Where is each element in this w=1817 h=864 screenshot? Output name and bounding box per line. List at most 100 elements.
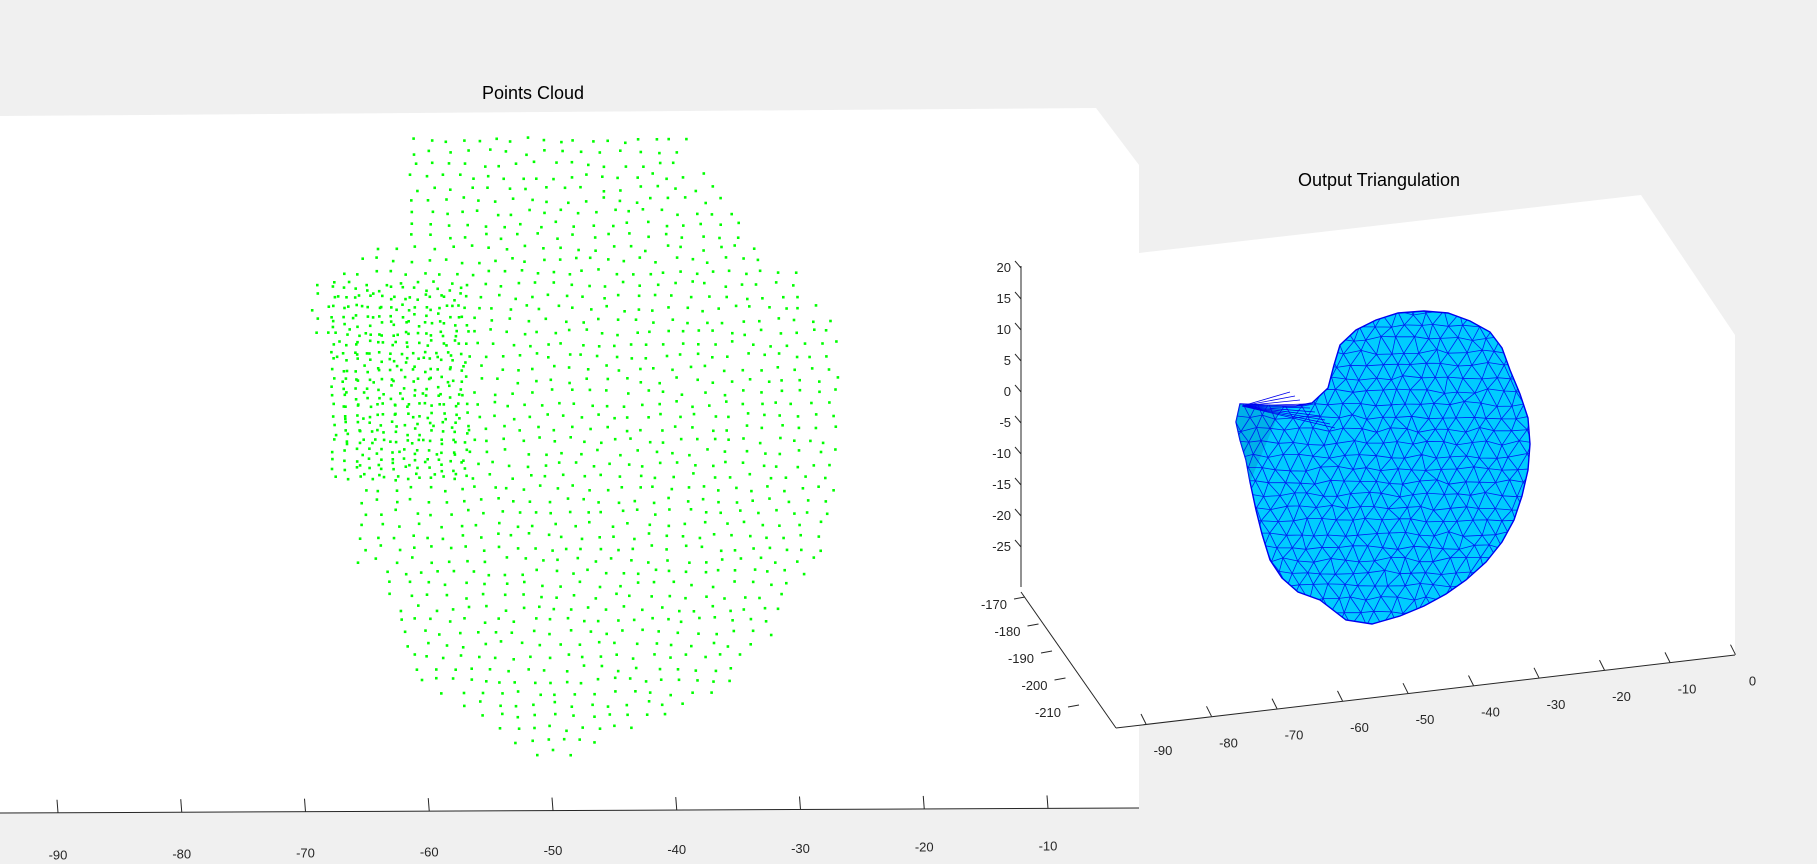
point-marker bbox=[718, 653, 722, 656]
point-marker bbox=[483, 560, 487, 564]
point-marker bbox=[479, 700, 482, 703]
triangulation-z-tick-mark bbox=[1014, 508, 1022, 517]
point-marker bbox=[436, 368, 439, 371]
point-marker bbox=[523, 580, 526, 584]
point-marker bbox=[413, 653, 417, 656]
point-marker bbox=[796, 560, 799, 563]
point-marker bbox=[331, 319, 335, 323]
point-marker bbox=[410, 442, 414, 445]
point-marker bbox=[451, 379, 455, 383]
point-marker bbox=[404, 330, 408, 334]
point-marker bbox=[377, 463, 381, 467]
point-marker bbox=[495, 137, 498, 141]
point-marker bbox=[443, 583, 447, 587]
point-marker bbox=[739, 557, 743, 560]
point-marker bbox=[612, 245, 616, 248]
point-marker bbox=[639, 381, 643, 384]
point-marker bbox=[501, 510, 505, 513]
point-marker bbox=[485, 439, 488, 443]
point-marker bbox=[527, 319, 531, 323]
triangulation-x-tick-mark bbox=[1533, 667, 1540, 679]
point-marker bbox=[711, 381, 715, 384]
point-marker bbox=[389, 297, 393, 301]
point-marker bbox=[455, 329, 458, 333]
point-marker bbox=[592, 140, 595, 143]
points-cloud-x-tick-label: -90 bbox=[49, 848, 68, 863]
point-marker bbox=[518, 429, 521, 432]
point-marker bbox=[382, 393, 385, 396]
point-marker bbox=[798, 388, 802, 392]
point-marker bbox=[463, 162, 467, 165]
point-marker bbox=[413, 617, 416, 620]
point-marker bbox=[592, 465, 596, 468]
point-marker bbox=[473, 438, 477, 442]
point-marker bbox=[678, 609, 681, 613]
point-marker bbox=[430, 404, 433, 407]
point-marker bbox=[426, 458, 429, 461]
point-marker bbox=[678, 353, 682, 356]
point-marker bbox=[731, 619, 734, 622]
point-marker bbox=[542, 559, 545, 562]
point-marker bbox=[423, 401, 427, 405]
point-marker bbox=[531, 198, 534, 202]
point-marker bbox=[430, 429, 433, 432]
point-marker bbox=[619, 149, 622, 152]
point-marker bbox=[471, 186, 474, 189]
point-marker bbox=[487, 246, 490, 249]
point-marker bbox=[719, 196, 722, 200]
point-marker bbox=[360, 304, 364, 308]
point-marker bbox=[423, 321, 427, 324]
point-marker bbox=[727, 269, 731, 273]
point-marker bbox=[435, 351, 438, 355]
point-marker bbox=[625, 703, 629, 707]
point-marker bbox=[681, 329, 685, 333]
point-marker bbox=[619, 584, 622, 588]
point-marker bbox=[765, 536, 768, 540]
point-marker bbox=[647, 220, 650, 224]
point-marker bbox=[641, 208, 645, 211]
point-marker bbox=[336, 295, 340, 298]
point-marker bbox=[752, 547, 755, 550]
point-marker bbox=[578, 738, 581, 741]
point-marker bbox=[330, 385, 333, 388]
point-marker bbox=[753, 568, 757, 571]
point-marker bbox=[542, 138, 546, 142]
point-marker bbox=[711, 270, 715, 273]
point-marker bbox=[544, 317, 548, 321]
point-marker bbox=[738, 653, 742, 656]
point-marker bbox=[559, 246, 562, 250]
point-marker bbox=[732, 629, 736, 633]
point-marker bbox=[374, 557, 378, 560]
point-marker bbox=[410, 260, 414, 264]
point-marker bbox=[437, 312, 440, 315]
point-marker bbox=[593, 715, 596, 718]
point-marker bbox=[742, 320, 746, 323]
point-marker bbox=[439, 392, 442, 396]
point-marker bbox=[633, 499, 637, 503]
point-marker bbox=[560, 451, 563, 455]
point-marker bbox=[459, 388, 463, 391]
point-marker bbox=[517, 369, 520, 372]
points-cloud-x-tick-label: -10 bbox=[1039, 839, 1058, 854]
point-marker bbox=[650, 544, 654, 547]
point-marker bbox=[451, 282, 454, 285]
point-marker bbox=[602, 196, 606, 199]
point-marker bbox=[567, 201, 570, 205]
point-marker bbox=[395, 308, 398, 312]
point-marker bbox=[454, 472, 458, 476]
point-marker bbox=[647, 416, 650, 419]
point-marker bbox=[542, 247, 545, 250]
point-marker bbox=[438, 633, 441, 636]
point-marker bbox=[502, 177, 505, 181]
point-marker bbox=[608, 713, 612, 716]
point-marker bbox=[478, 261, 481, 265]
point-marker bbox=[467, 424, 470, 428]
point-marker bbox=[661, 390, 665, 393]
point-marker bbox=[699, 222, 702, 226]
point-marker bbox=[633, 537, 636, 541]
point-marker bbox=[482, 549, 486, 552]
point-marker bbox=[347, 280, 351, 284]
point-marker bbox=[588, 256, 592, 260]
point-marker bbox=[596, 677, 600, 681]
point-marker bbox=[410, 210, 414, 214]
